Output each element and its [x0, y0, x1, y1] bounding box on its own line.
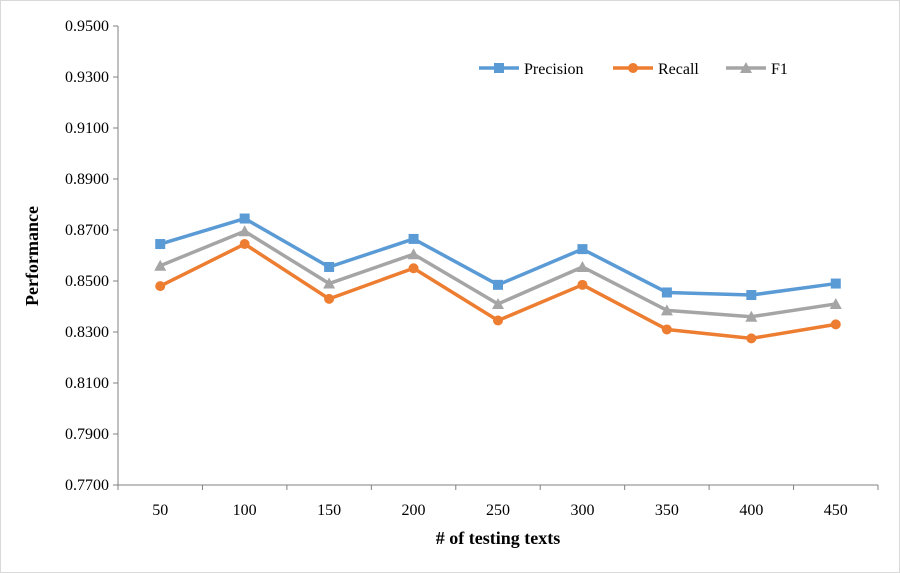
- x-tick-label: 300: [570, 502, 594, 519]
- recall-point: [239, 239, 250, 250]
- precision-point: [155, 239, 166, 250]
- y-tick-label: 0.8500: [65, 273, 109, 290]
- y-tick-label: 0.9100: [65, 120, 109, 137]
- legend-item-precision: Precision: [479, 61, 584, 78]
- x-tick-label: 200: [402, 502, 426, 519]
- series-layer: [154, 213, 842, 344]
- recall-point: [155, 281, 166, 292]
- f1-point: [238, 225, 251, 237]
- precision-point: [746, 290, 757, 301]
- x-tick-label: 250: [486, 502, 510, 519]
- series-recall: [155, 239, 841, 344]
- y-tick-label: 0.8300: [65, 324, 109, 341]
- legend-item-f1: F1: [726, 61, 788, 78]
- f1-point: [154, 259, 167, 271]
- legend-swatch-marker: [494, 63, 504, 73]
- precision-point: [408, 233, 419, 244]
- f1-point: [745, 310, 758, 322]
- f1-point: [576, 260, 589, 272]
- legend-label: Recall: [658, 61, 699, 78]
- x-axis-title: # of testing texts: [436, 528, 560, 548]
- x-tick-label: 100: [233, 502, 257, 519]
- y-tick-label: 0.8900: [65, 171, 109, 188]
- y-tick-label: 0.7900: [65, 426, 109, 443]
- legend-swatch-marker: [740, 62, 752, 73]
- series-precision: [155, 213, 841, 301]
- precision-point: [239, 213, 250, 224]
- f1-point: [829, 297, 842, 309]
- x-tick-label: 350: [655, 502, 679, 519]
- axes: 0.7700 0.7900 0.8100 0.8300 0.8500 0.8700 0.89…: [65, 18, 879, 519]
- recall-point: [577, 279, 588, 290]
- f1-point: [492, 297, 504, 309]
- legend-label: F1: [771, 61, 788, 78]
- recall-point: [746, 333, 757, 344]
- f1-point: [660, 304, 673, 316]
- x-tick-label: 450: [824, 502, 848, 519]
- x-tick-label: 150: [317, 502, 341, 519]
- y-tick-label: 0.8100: [65, 375, 109, 392]
- y-tick-label: 0.9300: [65, 69, 109, 86]
- precision-point: [493, 279, 503, 290]
- y-tick-label: 0.8700: [65, 222, 109, 239]
- precision-point: [830, 278, 841, 289]
- recall-point: [661, 324, 672, 335]
- legend-item-recall: Recall: [613, 61, 699, 78]
- x-tick-label: 400: [739, 502, 763, 519]
- legend-label: Precision: [524, 61, 584, 78]
- legend: Precision Recall F1: [479, 61, 788, 78]
- y-tick-label: 0.7700: [65, 477, 109, 494]
- y-axis-title: Performance: [22, 206, 42, 306]
- y-tick-label: 0.9500: [65, 18, 109, 35]
- precision-point: [577, 244, 588, 255]
- f1-point: [323, 277, 336, 289]
- x-tick-label: 50: [152, 502, 168, 519]
- f1-point: [407, 248, 420, 260]
- precision-point: [661, 287, 672, 298]
- precision-point: [324, 261, 335, 272]
- recall-point: [830, 319, 841, 330]
- recall-point: [493, 315, 503, 326]
- recall-point: [408, 263, 419, 274]
- series-f1: [154, 225, 842, 322]
- legend-swatch-marker: [628, 63, 638, 73]
- recall-point: [324, 293, 335, 304]
